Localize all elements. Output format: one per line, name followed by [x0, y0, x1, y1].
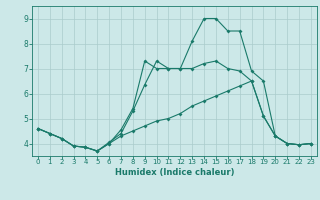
X-axis label: Humidex (Indice chaleur): Humidex (Indice chaleur) — [115, 168, 234, 177]
